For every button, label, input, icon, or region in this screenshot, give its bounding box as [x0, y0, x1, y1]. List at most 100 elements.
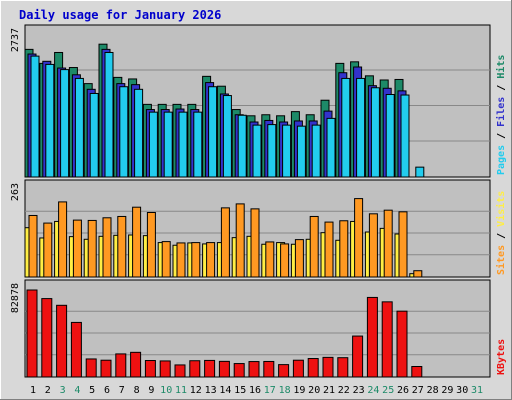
bar-kbytes-day-11 [174, 364, 186, 378]
bar-kbytes-day-5 [85, 358, 97, 378]
bar-visits-day-23 [354, 198, 364, 278]
series-legend-label: Sites / Visits [495, 191, 507, 275]
bar-pages-day-1 [30, 55, 40, 178]
bar-pages-day-12 [193, 111, 203, 178]
x-tick-label-day-6: 6 [104, 385, 110, 396]
y-axis-max-label: 263 [10, 183, 21, 201]
x-tick-label-day-12: 12 [190, 385, 202, 396]
series-legend-label: Pages / Files / Hits [495, 55, 507, 175]
x-tick-label-day-5: 5 [89, 385, 95, 396]
x-tick-label-day-26: 26 [397, 385, 409, 396]
bar-pages-day-23 [356, 77, 366, 178]
bar-pages-day-5 [89, 92, 99, 178]
bar-pages-day-17 [267, 124, 277, 178]
chart-title: Daily usage for January 2026 [19, 8, 221, 22]
panel-kbytes: 82878 KBytes [10, 279, 507, 378]
bar-visits-day-5 [87, 219, 97, 278]
bar-visits-day-25 [383, 209, 393, 278]
bar-kbytes-day-9 [144, 360, 156, 378]
y-axis-max-label: 2737 [10, 28, 21, 52]
bar-kbytes-day-23 [352, 335, 364, 378]
x-tick-label-day-29: 29 [441, 385, 453, 396]
bar-pages-day-18 [282, 124, 292, 178]
bar-pages-day-14 [222, 95, 232, 178]
x-tick-label-day-31: 31 [471, 385, 483, 396]
legend-part: Visits [495, 191, 507, 227]
x-tick-label-day-28: 28 [427, 385, 439, 396]
bar-kbytes-day-6 [100, 359, 112, 378]
x-tick-label-day-25: 25 [382, 385, 394, 396]
bar-pages-day-19 [296, 125, 306, 178]
x-tick-label-day-23: 23 [353, 385, 365, 396]
bar-kbytes-day-19 [292, 359, 304, 378]
bar-pages-day-3 [60, 69, 70, 178]
x-tick-label-day-2: 2 [45, 385, 51, 396]
bar-pages-day-24 [370, 87, 380, 178]
bar-visits-day-22 [339, 220, 349, 278]
bar-pages-day-9 [148, 111, 158, 178]
bar-pages-day-15 [237, 114, 247, 178]
x-tick-label-day-19: 19 [293, 385, 305, 396]
bar-visits-day-4 [72, 219, 82, 278]
bar-visits-day-11 [176, 242, 186, 278]
bar-visits-day-1 [28, 214, 38, 278]
bar-visits-day-12 [191, 242, 201, 278]
bar-kbytes-day-12 [189, 360, 201, 378]
legend-part: / [496, 227, 507, 245]
bar-pages-day-6 [104, 51, 114, 178]
x-tick-label-day-20: 20 [308, 385, 320, 396]
bar-kbytes-day-4 [70, 321, 82, 378]
bar-kbytes-day-22 [337, 357, 349, 378]
bar-pages-day-2 [45, 63, 55, 178]
panel-hits-files-pages: 2737 Pages / Files / Hits [10, 24, 507, 178]
bar-visits-day-18 [280, 243, 290, 278]
bar-visits-day-19 [294, 239, 304, 278]
legend-part: Files [495, 97, 507, 127]
bar-visits-day-21 [324, 221, 334, 278]
bar-visits-day-20 [309, 215, 319, 278]
bar-kbytes-day-16 [248, 361, 260, 378]
x-tick-label-day-30: 30 [456, 385, 468, 396]
bar-kbytes-day-15 [233, 363, 245, 378]
bar-pages-day-25 [385, 94, 395, 178]
bar-visits-day-16 [250, 208, 260, 278]
bar-kbytes-day-24 [366, 296, 378, 378]
x-tick-label-day-9: 9 [148, 385, 154, 396]
x-tick-label-day-10: 10 [160, 385, 172, 396]
bar-visits-day-8 [132, 206, 142, 278]
x-tick-label-day-7: 7 [119, 385, 125, 396]
bar-kbytes-day-7 [115, 353, 127, 378]
bar-visits-day-14 [220, 207, 230, 278]
bar-kbytes-day-3 [56, 304, 68, 378]
bar-kbytes-day-14 [218, 360, 230, 378]
bar-kbytes-day-10 [159, 360, 171, 378]
x-axis-labels: 1 2 3 4 5 6 7 8 9 10 11 12 13 14 15 16 17 18 19 20 21 22 23 24 2… [30, 385, 483, 396]
bar-visits-day-13 [206, 242, 216, 278]
x-tick-label-day-15: 15 [234, 385, 246, 396]
bar-pages-day-20 [311, 124, 321, 178]
bar-visits-day-10 [161, 241, 171, 278]
bar-visits-day-15 [235, 203, 245, 278]
legend-part: / [496, 127, 507, 145]
bar-kbytes-day-1 [26, 289, 38, 378]
bar-visits-day-24 [368, 213, 378, 278]
bar-pages-day-11 [178, 111, 188, 178]
bar-kbytes-day-27 [411, 366, 423, 378]
x-tick-label-day-16: 16 [249, 385, 261, 396]
bar-visits-day-6 [102, 217, 112, 278]
x-tick-label-day-17: 17 [264, 385, 276, 396]
bar-kbytes-day-2 [41, 298, 53, 378]
bar-visits-day-3 [58, 201, 68, 278]
x-tick-label-day-21: 21 [323, 385, 335, 396]
x-tick-label-day-11: 11 [175, 385, 187, 396]
bar-visits-day-17 [265, 241, 275, 278]
series-legend-label: KBytes [496, 339, 507, 375]
x-tick-label-day-18: 18 [279, 385, 291, 396]
bar-visits-day-2 [43, 222, 53, 278]
bar-pages-day-27 [415, 166, 425, 178]
bar-pages-day-8 [134, 88, 144, 178]
bar-visits-day-7 [117, 215, 127, 278]
bar-kbytes-day-8 [130, 351, 142, 378]
bar-kbytes-day-18 [278, 364, 290, 378]
